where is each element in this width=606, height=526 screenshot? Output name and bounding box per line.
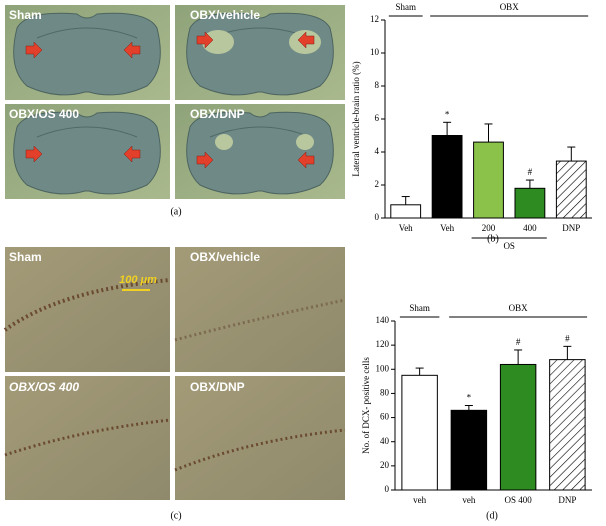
bar: [549, 359, 586, 491]
group-label: OBX: [500, 2, 520, 12]
y-tick-label: 40: [380, 436, 390, 446]
y-tick-label: 20: [380, 460, 390, 470]
image-label: OBX/vehicle: [190, 8, 260, 22]
image-label: OBX/OS 400: [9, 380, 79, 394]
y-tick-label: 12: [370, 14, 379, 24]
image: [5, 376, 170, 500]
bar: [514, 187, 546, 219]
y-axis-label: No. of DCX- positive cells: [361, 357, 371, 454]
panel-a-images: Sham OBX/vehicle OBX/OS 400 OBX/DNP (a): [5, 5, 345, 217]
image-label: OBX/DNP: [190, 107, 245, 121]
bar: [390, 204, 422, 219]
x-tick-label: 200: [482, 223, 496, 233]
bar: [499, 363, 537, 491]
image: [5, 247, 170, 372]
annotation: #: [516, 337, 521, 347]
panel-c-images: 100 μm Sham OBX/vehicle OBX/OS 400 OBX/D…: [3, 247, 346, 521]
group-label: OBX: [509, 303, 529, 313]
bar: [431, 135, 463, 219]
group-label: Sham: [395, 2, 416, 12]
image: [175, 376, 345, 500]
annotation: #: [565, 333, 570, 343]
bar: [555, 160, 587, 219]
x-tick-label: Veh: [440, 223, 454, 233]
scale-bar-label: 100 μm: [119, 274, 157, 286]
x-tick-label: DNP: [562, 223, 580, 233]
y-tick-label: 4: [375, 146, 380, 156]
image-label: Sham: [9, 8, 42, 22]
y-tick-label: 8: [375, 80, 380, 90]
x-tick-label: veh: [413, 495, 426, 505]
panel-caption: (c): [170, 510, 181, 521]
image: [175, 247, 345, 372]
y-tick-label: 10: [370, 47, 380, 57]
panel-caption: (b): [487, 233, 499, 244]
y-tick-label: 140: [376, 315, 390, 325]
annotation: *: [445, 109, 450, 119]
bar: [401, 374, 438, 491]
y-tick-label: 0: [385, 484, 390, 494]
y-tick-label: 0: [375, 212, 380, 222]
y-tick-label: 100: [376, 363, 390, 373]
image-label: Sham: [9, 250, 42, 264]
image-label: OBX/DNP: [190, 380, 245, 394]
x-tick-label: 400: [523, 223, 537, 233]
y-axis-label: Lateral ventricle-brain ratio (%): [351, 61, 361, 176]
panel-caption: (d): [486, 510, 498, 521]
image-label: OBX/OS 400: [9, 107, 79, 121]
y-tick-label: 60: [380, 412, 390, 422]
annotation: #: [528, 167, 533, 177]
image-label: OBX/vehicle: [190, 250, 260, 264]
group-label: OS: [503, 241, 515, 251]
x-tick-label: veh: [462, 495, 475, 505]
y-tick-label: 120: [376, 339, 390, 349]
panel-caption: (a): [170, 206, 181, 217]
y-tick-label: 6: [375, 113, 380, 123]
x-tick-label: Veh: [399, 223, 413, 233]
x-tick-label: OS 400: [504, 495, 532, 505]
group-label: Sham: [409, 303, 430, 313]
x-tick-label: DNP: [558, 495, 576, 505]
y-tick-label: 2: [375, 179, 380, 189]
bar: [450, 409, 488, 491]
y-tick-label: 80: [380, 387, 390, 397]
annotation: *: [467, 393, 472, 403]
bar: [473, 141, 504, 219]
